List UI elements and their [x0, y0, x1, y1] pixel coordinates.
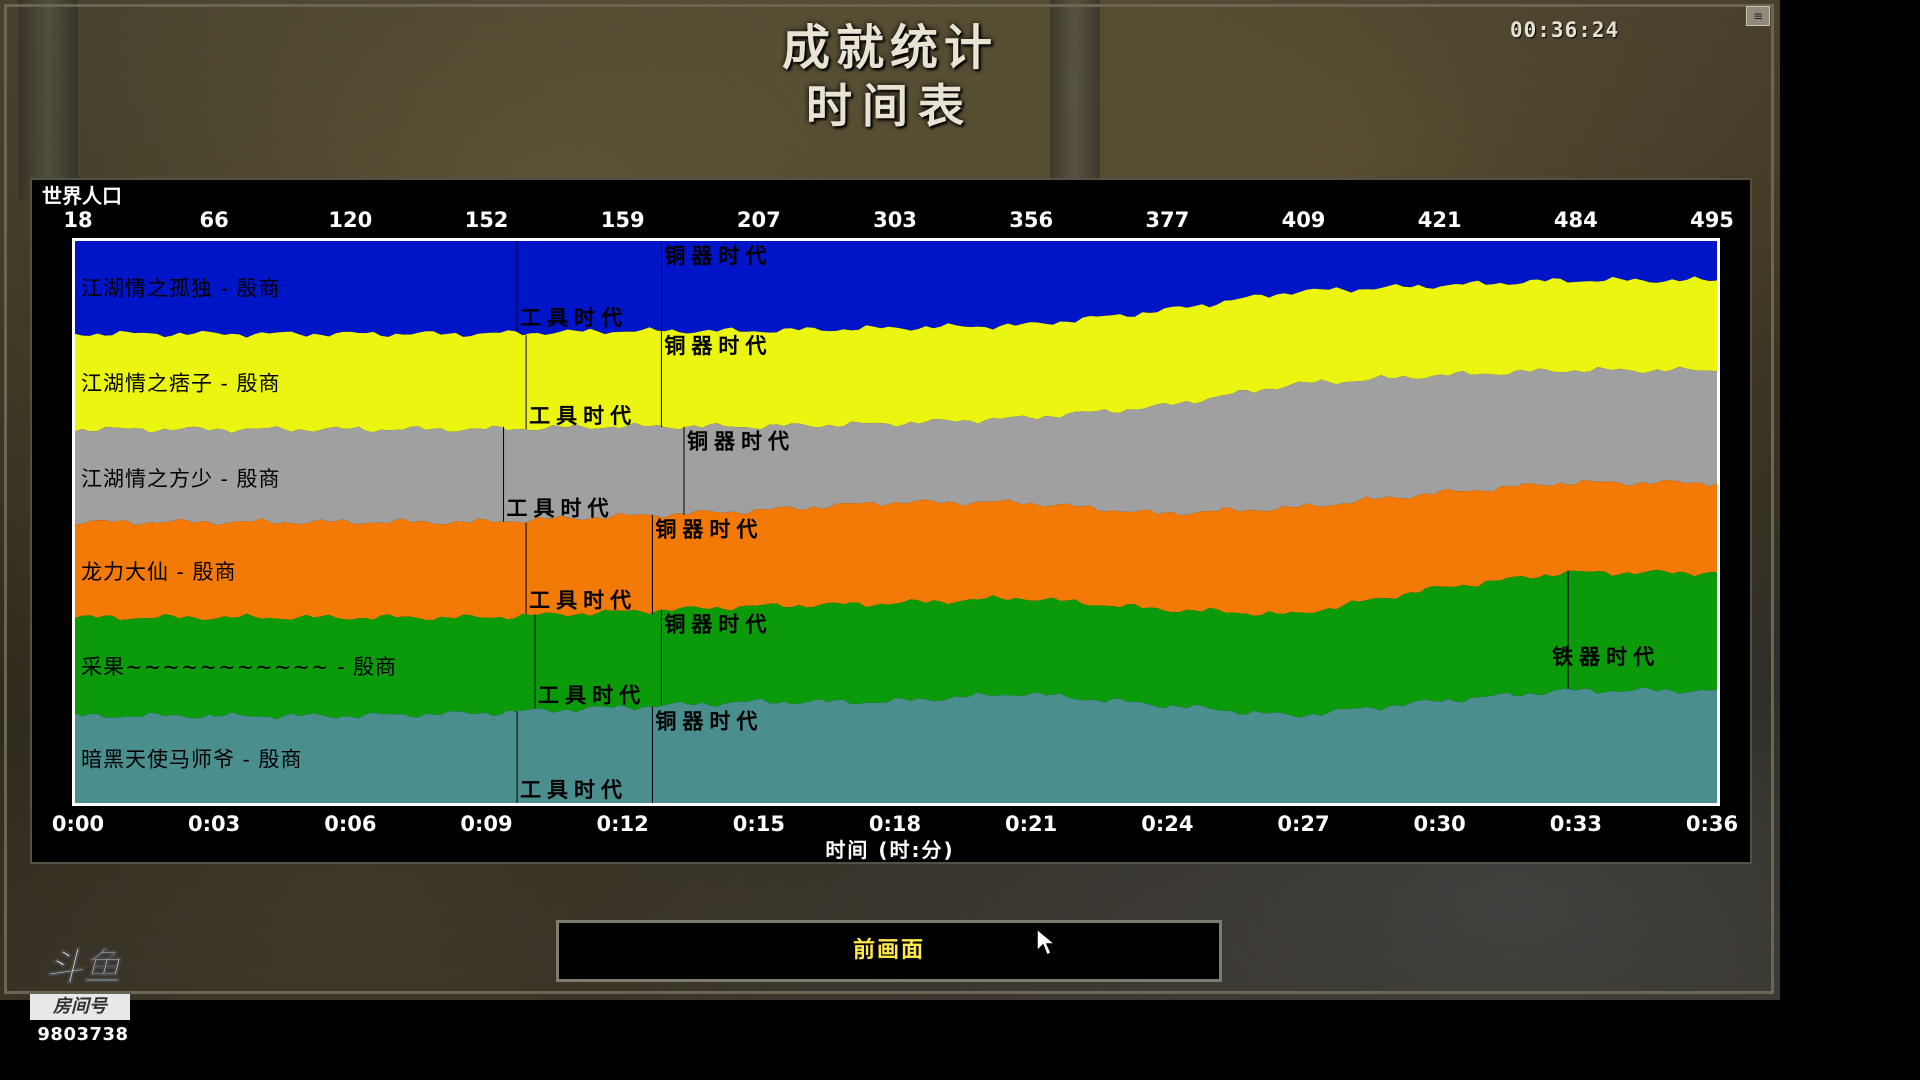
age-label: 铜器时代	[664, 243, 772, 268]
page-subtitle: 时间表	[806, 79, 974, 133]
player-population-band	[75, 276, 1717, 434]
time-tick-label: 0:18	[868, 812, 922, 836]
time-tick-label: 0:27	[1277, 812, 1330, 836]
age-label: 铜器时代	[687, 429, 795, 454]
player-name-label: 江湖情之痞子 - 殷商	[81, 372, 280, 396]
population-tick-label: 120	[328, 208, 373, 232]
age-label: 工具时代	[520, 777, 628, 802]
game-background: 成就统计 时间表 00:36:24 ≡ 世界人口 18 66 120 152 159 20…	[0, 0, 1780, 1000]
age-label: 铁器时代	[1552, 644, 1660, 669]
player-name-label: 暗黑天使马师爷 - 殷商	[81, 747, 302, 771]
population-tick-label: 207	[736, 208, 781, 232]
room-label: 房间号	[30, 994, 130, 1020]
stream-watermark: 斗鱼 房间号 9803738	[30, 944, 136, 1045]
age-label: 铜器时代	[664, 612, 772, 637]
menu-icon[interactable]: ≡	[1746, 6, 1770, 26]
player-population-band	[75, 366, 1717, 526]
time-tick-label: 0:33	[1549, 812, 1602, 836]
population-tick-label: 421	[1417, 208, 1462, 232]
time-tick-label: 0:15	[732, 812, 785, 836]
background-pillar	[1050, 0, 1100, 200]
time-tick-label: 0:24	[1141, 812, 1194, 836]
population-tick-label: 495	[1690, 208, 1734, 232]
player-population-band	[75, 687, 1717, 803]
age-label: 铜器时代	[655, 708, 763, 733]
player-population-band	[75, 241, 1717, 338]
y-axis-title: 世界人口	[42, 184, 122, 208]
age-label: 工具时代	[529, 588, 637, 613]
time-tick-label: 0:21	[1005, 812, 1058, 836]
time-tick-label: 0:12	[596, 812, 649, 836]
player-name-label: 龙力大仙 - 殷商	[81, 560, 236, 584]
time-tick-label: 0:09	[460, 812, 513, 836]
age-label: 工具时代	[529, 403, 637, 428]
previous-screen-button[interactable]: 前画面	[556, 920, 1222, 982]
age-label: 铜器时代	[664, 333, 772, 358]
time-tick-label: 0:30	[1413, 812, 1466, 836]
population-tick-label: 152	[464, 208, 509, 232]
population-tick-label: 409	[1281, 208, 1326, 232]
page-title: 成就统计	[781, 20, 998, 76]
time-tick-label: 0:36	[1685, 812, 1739, 836]
population-tick-label: 356	[1009, 208, 1054, 232]
population-tick-label: 484	[1553, 208, 1598, 232]
population-tick-label: 377	[1145, 208, 1190, 232]
game-clock: 00:36:24	[1510, 18, 1620, 42]
time-tick-label: 0:06	[324, 812, 377, 836]
svg-text:斗鱼: 斗鱼	[45, 945, 122, 988]
x-axis-title: 时间 (时:分)	[825, 838, 955, 862]
player-name-label: 采果~~~~~~~~~~~ - 殷商	[81, 655, 397, 679]
player-population-band	[75, 569, 1717, 720]
player-population-band	[75, 479, 1717, 621]
age-label: 工具时代	[507, 496, 615, 521]
time-tick-label: 0:00	[51, 812, 105, 836]
player-name-label: 江湖情之孤独 - 殷商	[81, 276, 280, 300]
age-label: 工具时代	[538, 683, 646, 708]
population-tick-label: 18	[63, 208, 93, 232]
time-tick-label: 0:03	[188, 812, 241, 836]
population-tick-label: 303	[873, 208, 917, 232]
population-tick-label: 159	[600, 208, 645, 232]
room-number: 9803738	[37, 1024, 129, 1045]
douyu-logo: 斗鱼	[44, 945, 122, 990]
player-name-label: 江湖情之方少 - 殷商	[81, 467, 280, 491]
age-label: 工具时代	[520, 305, 628, 330]
background-pillar	[18, 0, 78, 200]
mouse-cursor-icon	[1036, 927, 1058, 957]
population-tick-label: 66	[199, 208, 229, 232]
age-label: 铜器时代	[655, 517, 763, 542]
